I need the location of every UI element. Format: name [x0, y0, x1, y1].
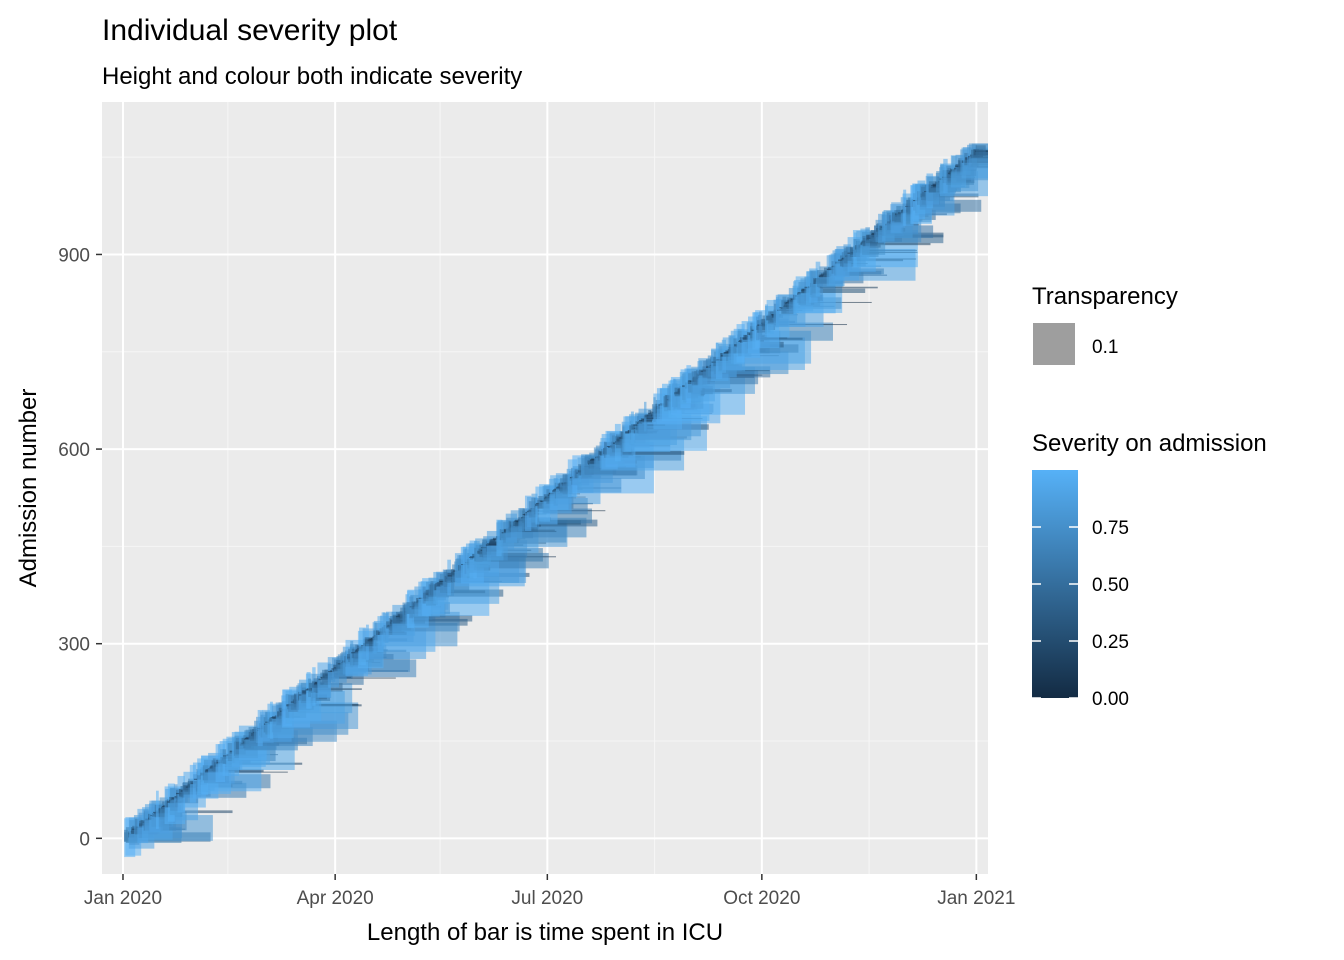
icu-stay-bar	[265, 721, 270, 723]
icu-stay-bar	[801, 288, 866, 293]
icu-stay-bar	[244, 738, 250, 740]
icu-stay-bars	[124, 143, 988, 858]
icu-stay-bar	[321, 677, 396, 679]
icu-stay-bar	[204, 771, 288, 773]
icu-stay-bar	[951, 156, 957, 183]
icu-stay-bar	[846, 246, 852, 261]
icu-stay-bar	[913, 200, 917, 202]
colorbar-tick-label: 0.25	[1092, 632, 1129, 653]
icu-stay-bar	[642, 419, 653, 421]
icu-stay-bar	[396, 611, 400, 623]
icu-stay-bar	[975, 145, 986, 156]
icu-stay-bar	[376, 630, 380, 635]
colorbar-tick-label: 0.75	[1092, 518, 1129, 539]
icu-stay-bar	[860, 242, 931, 246]
x-tick-label: Jan 2020	[84, 888, 162, 909]
chart-title: Individual severity plot	[102, 14, 398, 47]
transparency-legend-title: Transparency	[1032, 283, 1178, 310]
x-tick-label: Apr 2020	[297, 888, 374, 909]
severity-legend-title: Severity on admission	[1032, 430, 1267, 457]
y-tick-label: 600	[58, 440, 90, 461]
colorbar-tick-label: 0.00	[1092, 689, 1129, 710]
icu-stay-bar	[486, 543, 497, 545]
transparency-swatch	[1031, 321, 1077, 367]
icu-stay-bar	[648, 409, 652, 419]
y-axis-title: Admission number	[15, 389, 42, 588]
icu-stay-bar	[744, 335, 749, 339]
icu-stay-bar	[598, 451, 685, 455]
severity-legend: Severity on admission 0.00 0.25 0.50 0.75	[1032, 430, 1267, 710]
icu-stay-bar	[574, 469, 579, 479]
icu-stay-bar	[359, 627, 366, 666]
icu-stay-bar	[903, 189, 907, 226]
x-tick-label: Jul 2020	[511, 888, 583, 909]
icu-stay-bar	[361, 645, 364, 647]
x-tick-label: Oct 2020	[723, 888, 800, 909]
icu-stay-bar	[638, 421, 641, 423]
icu-stay-bar	[469, 556, 474, 558]
icu-stay-bar	[585, 454, 592, 475]
icu-stay-bar	[639, 420, 643, 422]
severity-colorbar-ticks: 0.00 0.25 0.50 0.75	[1032, 518, 1129, 710]
icu-stay-bar	[351, 648, 355, 659]
icu-stay-bar	[739, 337, 743, 343]
y-tick-label: 300	[58, 635, 90, 656]
icu-stay-bar	[804, 286, 878, 289]
x-tick-label: Jan 2021	[937, 888, 1015, 909]
y-tick-label: 0	[79, 829, 90, 850]
icu-stay-bar	[640, 418, 645, 421]
icu-stay-bar	[943, 158, 948, 194]
icu-stay-bar	[751, 329, 755, 332]
icu-stay-bar	[350, 640, 354, 668]
icu-stay-bar	[217, 744, 221, 779]
icu-stay-bar	[617, 437, 622, 442]
icu-stay-bar	[298, 694, 303, 696]
icu-stay-bar	[170, 797, 175, 801]
icu-stay-bar	[396, 615, 473, 622]
icu-stay-bar	[222, 749, 227, 764]
icu-stay-bar	[818, 275, 831, 278]
icu-stay-bar	[818, 274, 824, 278]
transparency-legend-label: 0.1	[1092, 337, 1118, 358]
x-axis-ticks: Jan 2020 Apr 2020 Jul 2020 Oct 2020 Jan 2021	[84, 874, 1015, 909]
icu-stay-bar	[653, 397, 656, 422]
icu-stay-bar	[422, 586, 426, 604]
x-axis-title: Length of bar is time spent in ICU	[367, 919, 723, 946]
icu-stay-bar	[557, 483, 561, 489]
icu-stay-bar	[715, 342, 719, 375]
icu-stay-bar	[759, 311, 763, 337]
icu-stay-bar	[380, 615, 383, 646]
y-axis-ticks: 0 300 600 900	[58, 245, 102, 850]
chart-subtitle: Height and colour both indicate severity	[102, 63, 522, 90]
icu-stay-bar	[488, 543, 497, 545]
icu-stay-bar	[490, 538, 495, 543]
icu-stay-bar	[809, 271, 813, 295]
icu-stay-bar	[896, 205, 905, 222]
icu-stay-bar	[464, 548, 468, 575]
icu-stay-bar	[156, 790, 159, 829]
colorbar-tick-label: 0.50	[1092, 575, 1129, 596]
icu-stay-bar	[931, 184, 938, 187]
y-tick-label: 900	[58, 245, 90, 266]
icu-stay-bar	[450, 569, 456, 576]
icu-stay-bar	[682, 385, 685, 388]
transparency-legend: Transparency 0.1	[1031, 283, 1178, 367]
